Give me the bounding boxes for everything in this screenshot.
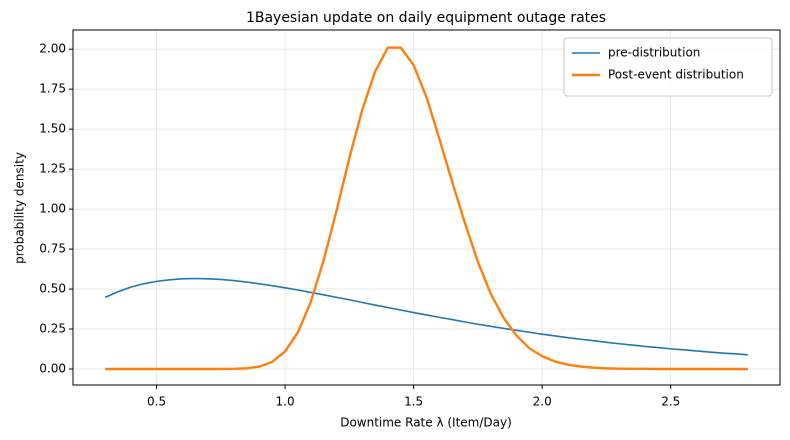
- x-tick-label: 2.0: [533, 395, 552, 409]
- y-axis-label: probability density: [13, 152, 27, 264]
- y-tick-label: 0.75: [39, 242, 66, 256]
- legend: pre-distribution Post-event distribution: [563, 37, 773, 97]
- x-tick-label: 1.0: [276, 395, 295, 409]
- chart-title: 1Bayesian update on daily equipment outa…: [246, 10, 606, 26]
- legend-label: pre-distribution: [608, 46, 700, 60]
- y-tick-label: 1.50: [39, 122, 66, 136]
- y-tick-label: 1.75: [39, 82, 66, 96]
- legend-box: [563, 37, 773, 97]
- legend-label: Post-event distribution: [608, 68, 744, 82]
- y-tick-label: 0.00: [39, 362, 66, 376]
- x-tick-label: 2.5: [661, 395, 680, 409]
- y-tick-label: 1.00: [39, 202, 66, 216]
- x-tick-label: 1.5: [404, 395, 423, 409]
- y-tick-label: 2.00: [39, 42, 66, 56]
- line-series: [104, 277, 748, 356]
- y-tick-label: 0.50: [39, 282, 66, 296]
- x-tick-label: 0.5: [147, 395, 166, 409]
- y-tick-label: 1.25: [39, 162, 66, 176]
- line-series: [105, 46, 748, 371]
- x-axis-label: Downtime Rate λ (Item/Day): [340, 416, 512, 430]
- plot-frame: [72, 29, 781, 386]
- y-tick-label: 0.25: [39, 322, 66, 336]
